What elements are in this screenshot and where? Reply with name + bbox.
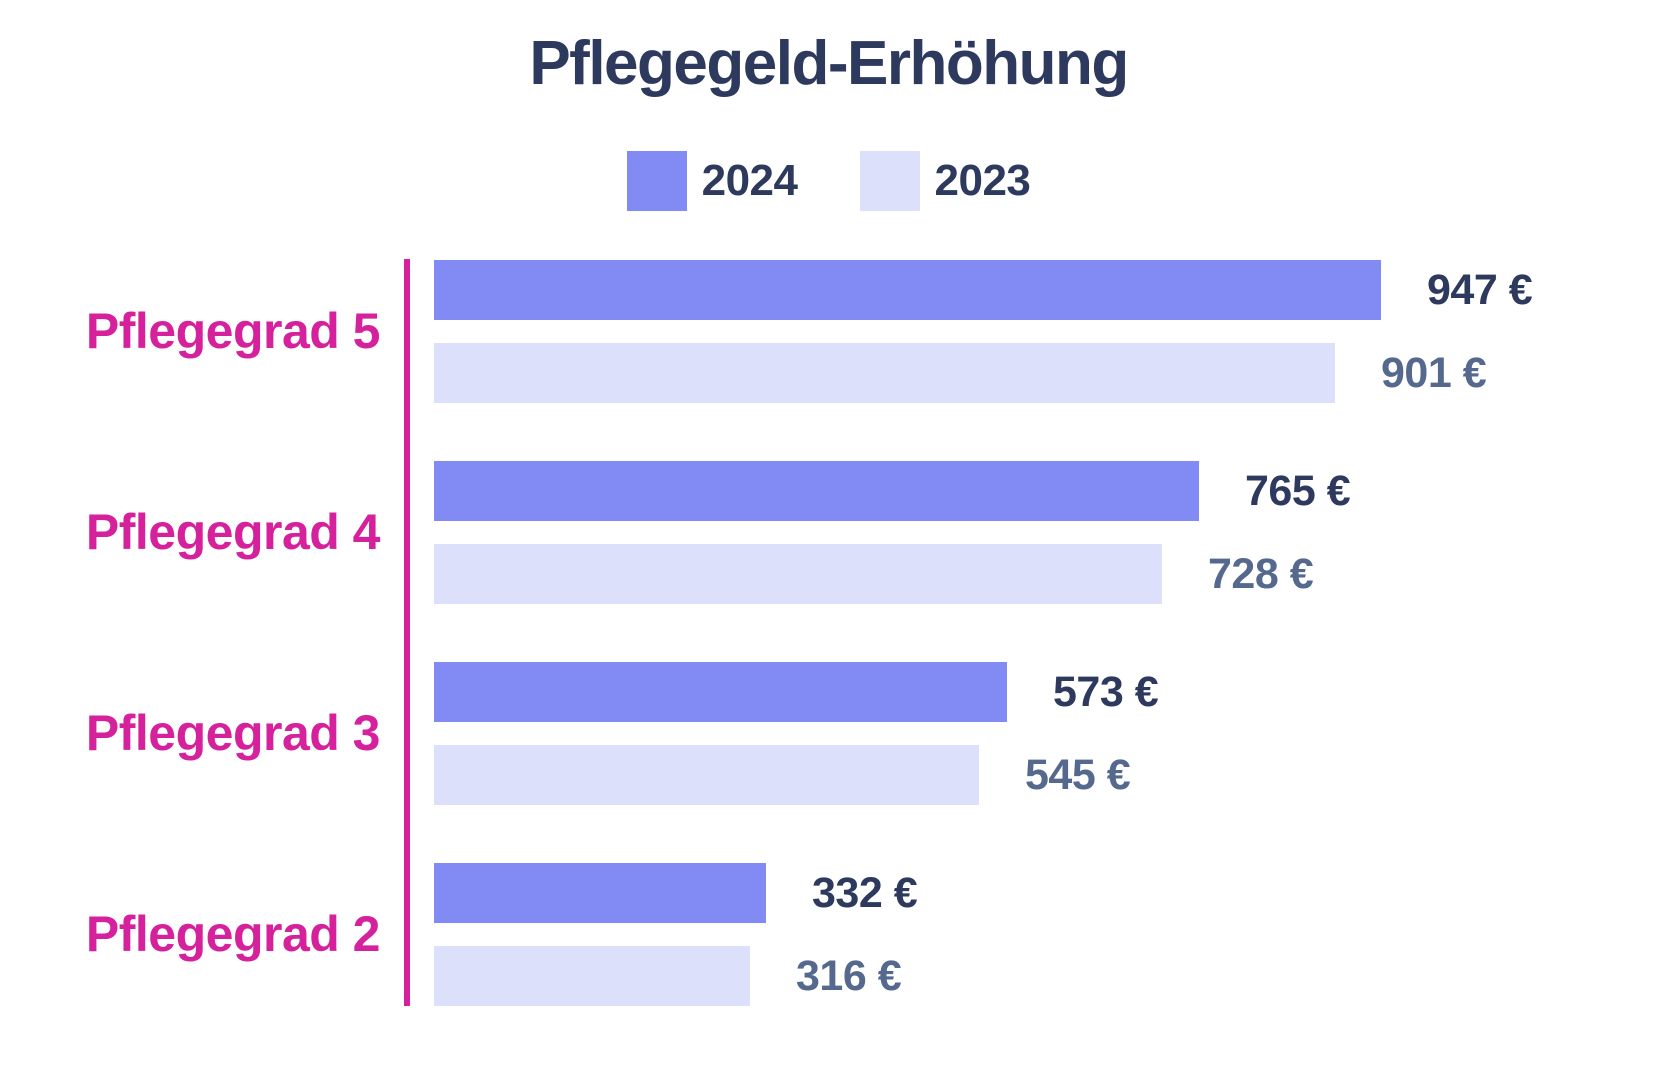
value-label-2024-pflegegrad-2: 332 € [812,869,918,917]
legend-item-2024: 2024 [626,151,798,211]
value-label-2023-pflegegrad-4: 728 € [1208,550,1314,598]
legend-item-2023: 2023 [859,151,1031,211]
chart-title: Pflegegeld-Erhöhung [529,29,1129,98]
bar-2023-pflegegrad-3 [434,745,979,805]
value-label-2024-pflegegrad-5: 947 € [1427,266,1533,314]
legend-label-2023: 2023 [934,156,1031,205]
bar-2023-pflegegrad-2 [434,946,750,1006]
category-label-pflegegrad-4: Pflegegrad 4 [85,504,381,560]
legend-label-2024: 2024 [701,156,798,205]
legend-swatch-2024 [626,151,687,211]
bar-2024-pflegegrad-2 [434,863,766,923]
value-label-2023-pflegegrad-3: 545 € [1025,751,1131,799]
bar-2024-pflegegrad-4 [434,461,1199,521]
legend-swatch-2023 [859,151,920,211]
value-label-2024-pflegegrad-3: 573 € [1053,668,1159,716]
legend: 2024 2023 [0,151,1657,211]
value-label-2023-pflegegrad-2: 316 € [796,952,902,1000]
bar-2023-pflegegrad-5 [434,343,1335,403]
bar-2024-pflegegrad-5 [434,260,1381,320]
category-label-pflegegrad-2: Pflegegrad 2 [85,906,381,962]
category-axis-line [404,259,410,1006]
category-label-pflegegrad-3: Pflegegrad 3 [85,705,381,761]
bar-2023-pflegegrad-4 [434,544,1162,604]
bar-2024-pflegegrad-3 [434,662,1007,722]
category-label-pflegegrad-5: Pflegegrad 5 [85,303,381,359]
value-label-2024-pflegegrad-4: 765 € [1245,467,1351,515]
value-label-2023-pflegegrad-5: 901 € [1381,349,1487,397]
